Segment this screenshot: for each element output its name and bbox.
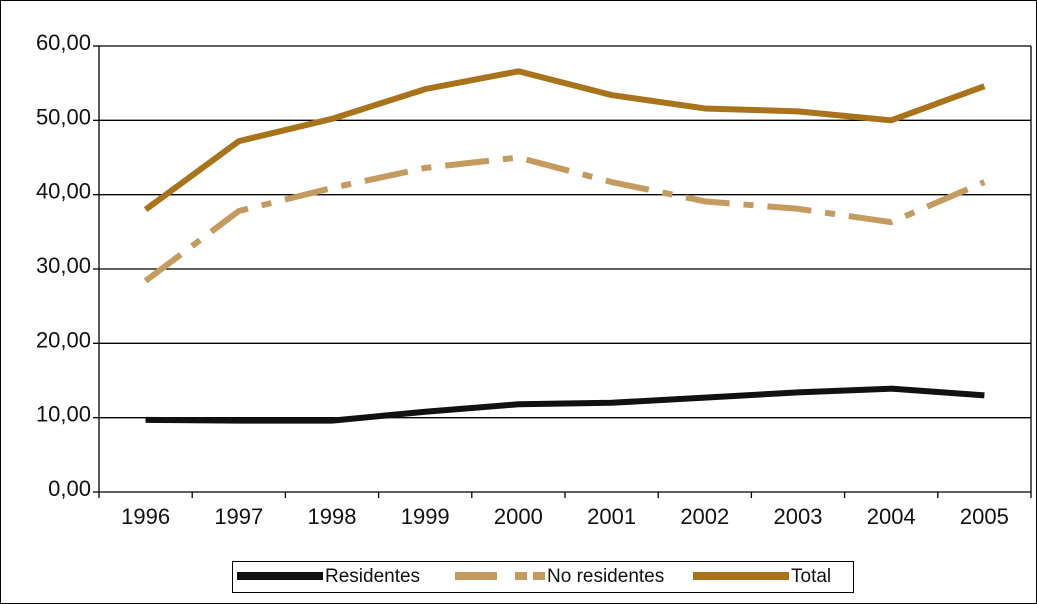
tick-labels: 0,00 10,00 20,00 30,00 40,00 50,00 60,00 1996 19… — [36, 30, 1009, 529]
y-tick-label: 10,00 — [36, 402, 91, 427]
y-tick-label: 60,00 — [36, 30, 91, 55]
y-tick-label: 40,00 — [36, 179, 91, 204]
legend-label-total: Total — [791, 566, 832, 587]
legend: Residentes No residentes Total — [232, 561, 854, 593]
x-tick-label: 1999 — [401, 504, 450, 529]
x-tick-label: 2005 — [960, 504, 1009, 529]
legend-swatch-residentes — [237, 572, 323, 580]
gridlines — [99, 45, 1031, 419]
x-tick-label: 2000 — [494, 504, 543, 529]
x-tick-label: 2004 — [867, 504, 916, 529]
x-tick-label: 2003 — [774, 504, 823, 529]
x-tick-label: 1996 — [121, 504, 170, 529]
axes — [93, 45, 1032, 498]
x-tick-label: 1998 — [308, 504, 357, 529]
series-line-residentes — [145, 385, 985, 424]
x-tick-label: 1997 — [214, 504, 263, 529]
legend-label-no-residentes: No residentes — [547, 566, 665, 587]
legend-swatch-no-residentes-dot — [515, 572, 527, 580]
x-tick-label: 2001 — [587, 504, 636, 529]
y-tick-label: 20,00 — [36, 327, 91, 352]
x-tick-label: 2002 — [680, 504, 729, 529]
series-line-total — [143, 68, 986, 212]
legend-label-residentes: Residentes — [325, 566, 421, 587]
series-line-no-residentes — [143, 154, 986, 284]
legend-swatch-no-residentes-dash2 — [533, 572, 545, 580]
y-tick-label: 30,00 — [36, 253, 91, 278]
series-lines — [143, 68, 986, 424]
legend-swatch-total — [693, 572, 789, 580]
y-tick-label: 0,00 — [48, 476, 91, 501]
legend-swatch-no-residentes-dash1 — [455, 572, 497, 580]
y-tick-label: 50,00 — [36, 104, 91, 129]
